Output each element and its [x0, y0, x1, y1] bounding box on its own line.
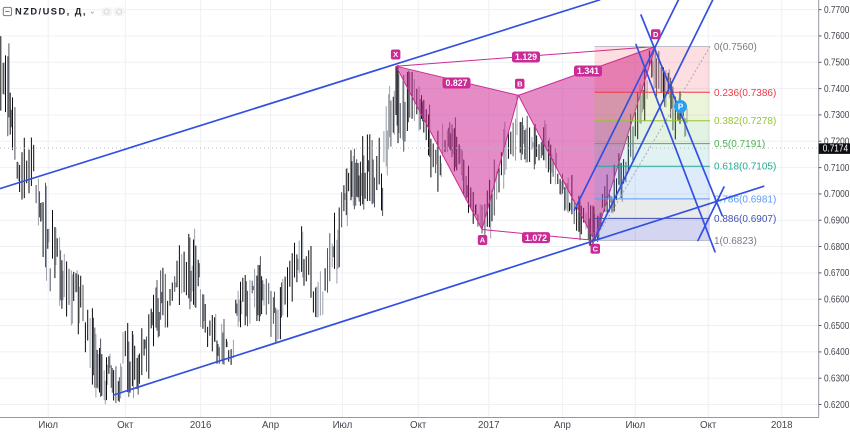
svg-text:0.7174: 0.7174 [823, 144, 849, 155]
svg-text:Апр: Апр [262, 420, 279, 431]
svg-text:Июл: Июл [333, 420, 353, 431]
svg-text:A: A [480, 236, 486, 245]
svg-text:X: X [393, 50, 398, 59]
svg-text:0.382(0.7278): 0.382(0.7278) [714, 116, 776, 127]
svg-text:0.7200: 0.7200 [824, 137, 850, 148]
svg-text:0.7000: 0.7000 [824, 189, 850, 200]
svg-text:0.6300: 0.6300 [824, 374, 850, 385]
svg-text:0.6800: 0.6800 [824, 242, 850, 253]
svg-text:0.7500: 0.7500 [824, 58, 850, 69]
svg-text:B: B [517, 79, 523, 88]
svg-text:2016: 2016 [190, 420, 212, 431]
svg-text:0.7300: 0.7300 [824, 110, 850, 121]
svg-text:0.7100: 0.7100 [824, 163, 850, 174]
svg-text:Апр: Апр [554, 420, 571, 431]
svg-text:Июл: Июл [38, 420, 58, 431]
svg-text:0.6700: 0.6700 [824, 268, 850, 279]
svg-text:0.6500: 0.6500 [824, 321, 850, 332]
svg-text:0.786(0.6981): 0.786(0.6981) [714, 194, 776, 205]
svg-text:0.886(0.6907): 0.886(0.6907) [714, 214, 776, 225]
svg-text:0(0.7560): 0(0.7560) [714, 42, 757, 53]
svg-text:1(0.6823): 1(0.6823) [714, 236, 757, 247]
svg-text:NZD/USD, Д,: NZD/USD, Д, [15, 7, 86, 17]
svg-text:0.6200: 0.6200 [824, 400, 850, 411]
svg-text:0.7400: 0.7400 [824, 84, 850, 95]
svg-text:0.618(0.7105): 0.618(0.7105) [714, 162, 776, 173]
svg-text:Июл: Июл [625, 420, 645, 431]
svg-text:Окт: Окт [410, 420, 427, 431]
svg-text:C: C [593, 245, 599, 254]
svg-text:0.6400: 0.6400 [824, 347, 850, 358]
svg-text:0.6900: 0.6900 [824, 216, 850, 227]
svg-text:P: P [678, 102, 684, 111]
svg-text:0.6600: 0.6600 [824, 295, 850, 306]
svg-text:0.236(0.7386): 0.236(0.7386) [714, 88, 776, 99]
svg-text:⌄: ⌄ [89, 7, 96, 16]
svg-text:1.341: 1.341 [577, 66, 599, 76]
svg-text:0.7700: 0.7700 [824, 5, 850, 16]
svg-text:1.072: 1.072 [525, 233, 547, 243]
svg-text:D: D [653, 30, 659, 39]
svg-text:0.7600: 0.7600 [824, 31, 850, 42]
svg-text:0.827: 0.827 [445, 78, 467, 88]
svg-text:Окт: Окт [117, 420, 134, 431]
svg-text:0.5(0.7191): 0.5(0.7191) [714, 139, 765, 150]
svg-text:2017: 2017 [478, 420, 500, 431]
svg-text:2018: 2018 [771, 420, 793, 431]
svg-text:1.129: 1.129 [515, 52, 537, 62]
svg-text:Окт: Окт [700, 420, 717, 431]
